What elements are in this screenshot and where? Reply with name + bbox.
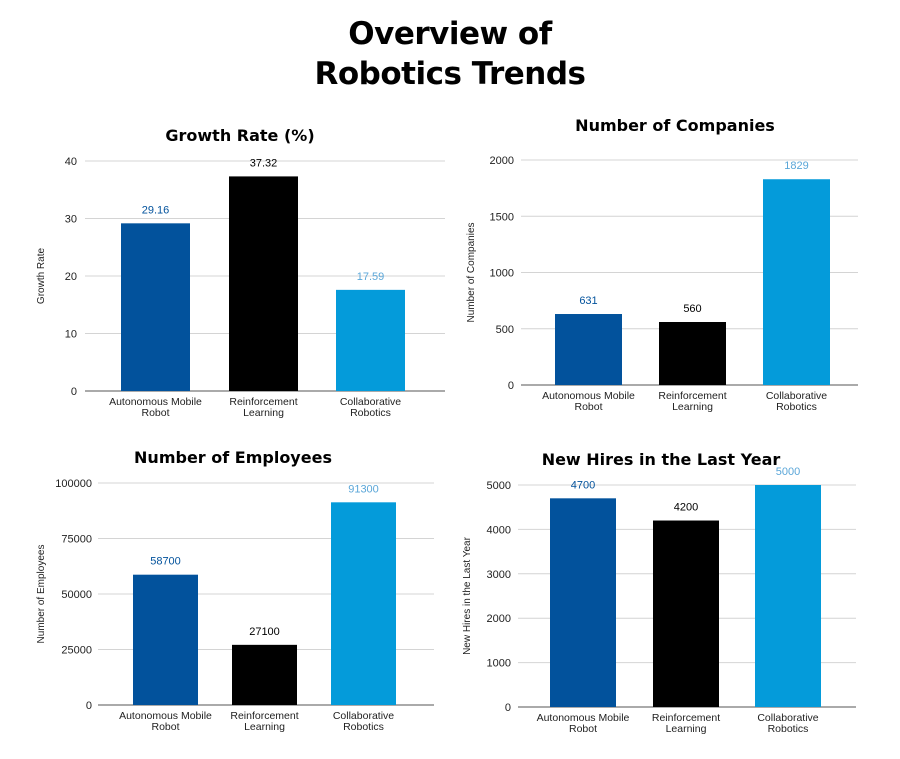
y-tick-label: 0 xyxy=(71,386,77,398)
data-label: 4200 xyxy=(674,502,698,514)
data-label: 4700 xyxy=(571,479,595,491)
x-tick-label: Reinforcement xyxy=(652,712,720,724)
x-tick-label: Learning xyxy=(244,721,285,733)
y-tick-label: 20 xyxy=(65,271,77,283)
chart-3: Number of Employees Number of Employees 0 2… xyxy=(36,448,434,733)
x-tick-label: Robotics xyxy=(350,407,391,419)
x-tick-label: Autonomous Mobile xyxy=(119,710,212,722)
y-tick-label: 25000 xyxy=(61,645,92,657)
chart-title: Number of Employees xyxy=(134,448,332,467)
bar-reinforcement-learning xyxy=(653,520,719,707)
x-tick-label: Collaborative xyxy=(757,712,818,724)
y-tick-label: 2000 xyxy=(490,155,514,167)
chart-1: Growth Rate (%) Growth Rate 0 10 20 30 40 29.16… xyxy=(36,126,445,419)
y-tick-label: 0 xyxy=(86,700,92,712)
x-tick-label: Learning xyxy=(672,401,713,413)
x-tick-label: Robotics xyxy=(768,723,809,735)
bar-autonomous-mobile-robot xyxy=(133,574,198,705)
page-title-line-2: Robotics Trends xyxy=(314,56,587,92)
bar-autonomous-mobile-robot xyxy=(121,223,190,391)
y-tick-label: 0 xyxy=(508,380,514,392)
x-tick-label: Robotics xyxy=(343,721,384,733)
y-tick-label: 4000 xyxy=(487,524,511,536)
data-label: 29.16 xyxy=(142,204,170,216)
y-tick-label: 0 xyxy=(505,702,511,714)
bar-reinforcement-learning xyxy=(659,322,726,385)
data-label: 5000 xyxy=(776,466,800,478)
y-tick-label: 50000 xyxy=(61,589,92,601)
x-tick-label: Autonomous Mobile xyxy=(542,390,635,402)
x-tick-label: Autonomous Mobile xyxy=(109,396,202,408)
x-tick-label: Robot xyxy=(141,407,169,419)
x-tick-label: Robotics xyxy=(776,401,817,413)
chart-4: New Hires in the Last Year New Hires in t… xyxy=(462,450,856,735)
x-tick-label: Autonomous Mobile xyxy=(537,712,630,724)
page-title: Overview of Robotics Trends xyxy=(0,14,900,94)
bar-collaborative-robotics xyxy=(336,289,405,391)
y-axis-label: Number of Companies xyxy=(466,222,477,322)
y-tick-label: 500 xyxy=(496,324,514,336)
y-tick-label: 2000 xyxy=(487,613,511,625)
x-tick-label: Collaborative xyxy=(333,710,394,722)
y-tick-label: 75000 xyxy=(61,534,92,546)
chart-title: New Hires in the Last Year xyxy=(542,450,781,469)
data-label: 37.32 xyxy=(250,157,278,169)
y-tick-label: 1000 xyxy=(487,658,511,670)
y-axis-label: Growth Rate xyxy=(36,247,47,304)
y-tick-label: 100000 xyxy=(55,478,92,490)
y-axis-label: Number of Employees xyxy=(36,545,47,644)
y-tick-label: 1000 xyxy=(490,268,514,280)
y-tick-label: 10 xyxy=(65,329,77,341)
y-tick-label: 1500 xyxy=(490,211,514,223)
x-tick-label: Robot xyxy=(151,721,179,733)
y-tick-label: 30 xyxy=(65,214,77,226)
data-label: 91300 xyxy=(348,483,379,495)
x-tick-label: Robot xyxy=(569,723,597,735)
data-label: 58700 xyxy=(150,556,181,568)
y-axis-label: New Hires in the Last Year xyxy=(462,536,473,655)
bar-reinforcement-learning xyxy=(232,644,297,705)
chart-title: Growth Rate (%) xyxy=(165,126,314,145)
y-tick-label: 5000 xyxy=(487,480,511,492)
x-tick-label: Reinforcement xyxy=(229,396,297,408)
x-tick-label: Collaborative xyxy=(340,396,401,408)
y-tick-label: 3000 xyxy=(487,569,511,581)
chart-title: Number of Companies xyxy=(575,116,775,135)
data-label: 1829 xyxy=(784,160,808,172)
y-tick-label: 40 xyxy=(65,156,77,168)
bar-autonomous-mobile-robot xyxy=(550,498,616,707)
x-tick-label: Learning xyxy=(666,723,707,735)
page-title-line-1: Overview of xyxy=(348,16,552,52)
bar-reinforcement-learning xyxy=(229,176,298,391)
bar-collaborative-robotics xyxy=(755,485,821,707)
x-tick-label: Robot xyxy=(574,401,602,413)
x-tick-label: Collaborative xyxy=(766,390,827,402)
data-label: 631 xyxy=(579,295,597,307)
data-label: 560 xyxy=(683,303,701,315)
x-tick-label: Reinforcement xyxy=(230,710,298,722)
x-tick-label: Reinforcement xyxy=(658,390,726,402)
chart-2: Number of Companies Number of Companies 0 5… xyxy=(466,116,858,413)
bar-collaborative-robotics xyxy=(763,179,830,385)
data-label: 27100 xyxy=(249,626,280,638)
bar-autonomous-mobile-robot xyxy=(555,314,622,385)
x-tick-label: Learning xyxy=(243,407,284,419)
bar-collaborative-robotics xyxy=(331,502,396,705)
data-label: 17.59 xyxy=(357,271,385,283)
